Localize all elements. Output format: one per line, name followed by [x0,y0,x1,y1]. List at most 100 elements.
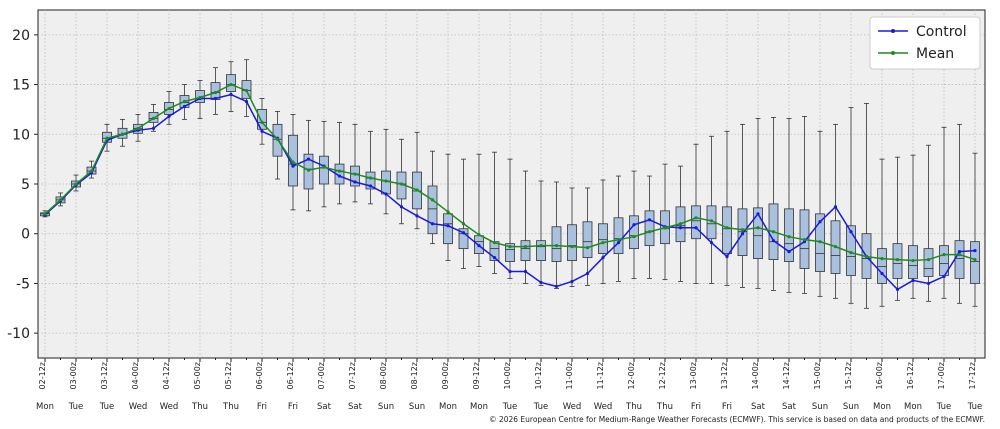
legend-marker [891,51,895,55]
day-label: Sat [751,402,766,412]
series-point [694,226,698,230]
series-point [833,245,838,249]
series-point [787,235,791,239]
series-point [446,210,450,214]
x-tick-label: 10-00z [503,362,512,389]
series-point [740,232,745,236]
series-point [337,174,342,178]
day-label: Thu [191,402,208,412]
series-point [198,95,202,100]
series-point [399,205,404,209]
series-point [554,244,559,248]
series-point [368,184,373,188]
series-point [663,226,667,230]
series-point [182,99,187,104]
series-point [818,220,822,224]
box [613,217,624,254]
series-point [430,198,435,202]
day-label: Mon [439,402,457,412]
x-tick-label: 10-12z [534,362,543,389]
series-point [136,126,140,130]
series-point [957,252,962,257]
box [629,215,639,250]
box [365,171,376,190]
series-point [756,226,760,230]
series-point [275,137,280,141]
x-tick-label: 04-12z [162,362,171,389]
day-label: Fri [257,402,267,412]
series-point [833,205,838,209]
x-tick-label: 14-00z [751,362,760,389]
day-label: Mon [873,402,891,412]
series-point [399,182,404,186]
day-label: Thu [656,402,673,412]
series-point [957,250,962,254]
series-point [771,239,776,243]
box [319,155,329,185]
box [753,207,763,259]
series-point [694,216,698,220]
x-tick-label: 15-00z [813,362,822,389]
day-label: Sat [782,402,797,412]
series-point [151,116,156,120]
series-point [461,231,466,235]
x-tick-label: 17-12z [968,362,977,389]
day-label: Tue [68,402,84,412]
box [582,221,593,258]
series-point [895,287,900,291]
series-point [756,212,760,216]
series-point [880,271,884,276]
day-label: Tue [533,402,549,412]
x-tick-label: 11-12z [596,362,605,389]
series-point [508,269,512,274]
series-point [229,92,233,97]
x-tick-label: 13-00z [689,362,698,389]
x-tick-label: 05-00z [193,362,202,389]
x-tick-label: 16-00z [875,362,884,389]
day-label: Sat [348,402,363,412]
series-point [585,271,590,276]
x-tick-label: 09-00z [441,362,450,389]
x-tick-label: 02-12z [38,362,47,389]
series-point [291,160,295,164]
series-point [632,223,636,227]
x-tick-label: 14-12z [782,362,791,389]
series-point [477,244,481,248]
box [691,205,701,240]
series-point [151,126,156,130]
series-point [105,136,109,140]
series-point [167,114,171,118]
series-point [415,214,419,218]
series-point [353,172,357,176]
series-point [523,245,528,249]
box [644,210,655,247]
box [536,240,546,261]
series-point [291,164,295,168]
x-tick-label: 03-00z [69,362,78,389]
day-label: Thu [222,402,239,412]
footer: © 2026 European Centre for Medium-Range … [489,415,985,424]
x-tick-label: 17-00z [937,362,946,389]
series-point [244,88,249,93]
series-point [973,249,977,253]
series-point [709,241,714,245]
y-tick-label: -10 [7,326,30,342]
series-point [911,258,915,263]
day-label: Wed [563,402,582,412]
day-label: Tue [967,402,983,412]
day-label: Tue [936,402,952,412]
series-point [477,233,481,237]
box [427,185,438,235]
series-point [415,188,419,192]
series-point [601,255,605,260]
day-label: Fri [722,402,732,412]
day-label: Thu [625,402,642,412]
series-point [306,157,311,161]
series-point [725,254,729,259]
x-tick-label: 08-00z [379,362,388,389]
day-label: Mon [470,402,488,412]
day-label: Mon [36,402,54,412]
box [505,243,515,262]
series-point [260,120,264,124]
x-tick-label: 08-12z [410,362,419,389]
